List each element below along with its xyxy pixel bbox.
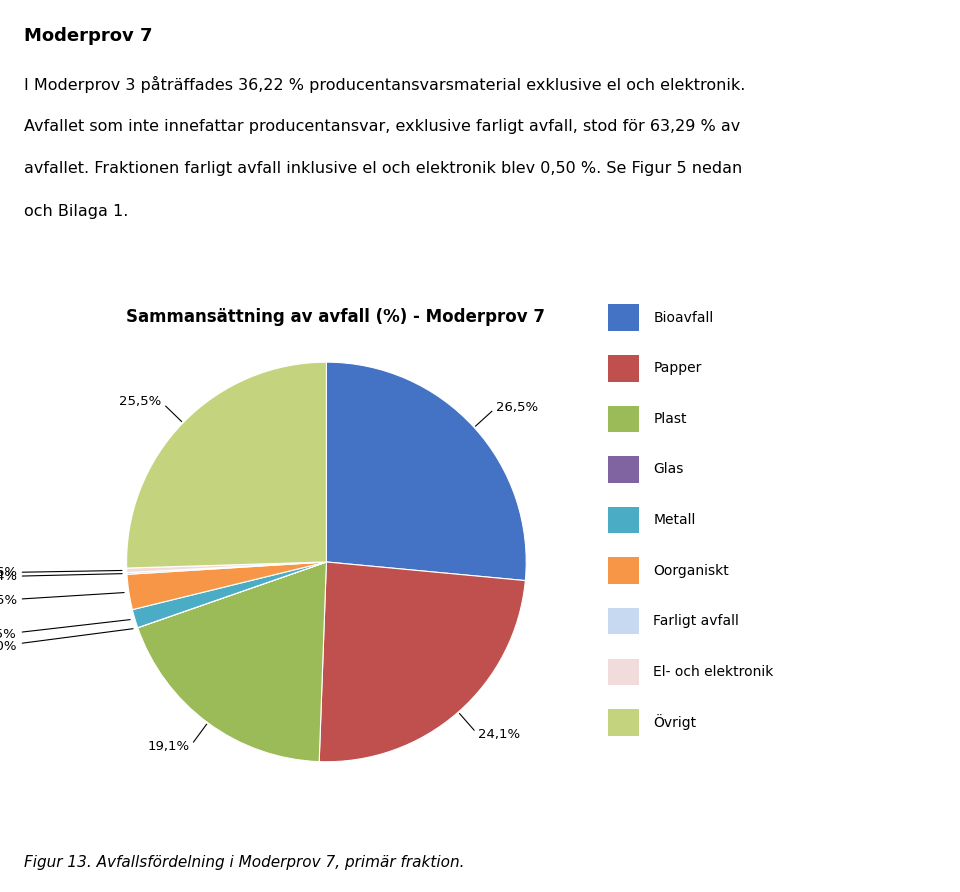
Wedge shape (319, 562, 525, 762)
Wedge shape (137, 562, 326, 628)
Text: Figur 13. Avfallsfördelning i Moderprov 7, primär fraktion.: Figur 13. Avfallsfördelning i Moderprov … (24, 855, 465, 870)
Text: Glas: Glas (653, 462, 684, 476)
FancyBboxPatch shape (609, 355, 639, 382)
Text: Moderprov 7: Moderprov 7 (24, 27, 153, 45)
Text: och Bilaga 1.: och Bilaga 1. (24, 204, 129, 219)
Text: El- och elektronik: El- och elektronik (653, 665, 774, 679)
Text: 24,1%: 24,1% (478, 728, 520, 741)
Text: Papper: Papper (653, 361, 702, 376)
Text: 19,1%: 19,1% (148, 740, 190, 754)
Text: 0,36%: 0,36% (0, 566, 122, 579)
Text: 0,0%: 0,0% (0, 629, 133, 653)
Text: Bioavfall: Bioavfall (653, 310, 713, 325)
Text: Sammansättning av avfall (%) - Moderprov 7: Sammansättning av avfall (%) - Moderprov… (127, 308, 545, 326)
FancyBboxPatch shape (609, 558, 639, 584)
Text: Avfallet som inte innefattar producentansvar, exklusive farligt avfall, stod för: Avfallet som inte innefattar producentan… (24, 119, 740, 134)
FancyBboxPatch shape (609, 608, 639, 634)
Text: Farligt avfall: Farligt avfall (653, 615, 739, 628)
Wedge shape (326, 362, 526, 581)
FancyBboxPatch shape (609, 709, 639, 736)
Text: Metall: Metall (653, 513, 696, 527)
Wedge shape (127, 562, 326, 609)
Text: Plast: Plast (653, 412, 686, 425)
Wedge shape (127, 562, 326, 573)
Text: 0,14%: 0,14% (0, 570, 122, 583)
FancyBboxPatch shape (609, 507, 639, 533)
Text: 2,85%: 2,85% (0, 592, 124, 607)
Text: 25,5%: 25,5% (119, 395, 161, 409)
Wedge shape (132, 562, 326, 628)
Text: avfallet. Fraktionen farligt avfall inklusive el och elektronik blev 0,50 %. Se : avfallet. Fraktionen farligt avfall inkl… (24, 161, 742, 177)
Wedge shape (127, 562, 326, 574)
Wedge shape (127, 362, 326, 568)
FancyBboxPatch shape (609, 406, 639, 432)
Text: 26,5%: 26,5% (496, 401, 539, 414)
FancyBboxPatch shape (609, 304, 639, 331)
FancyBboxPatch shape (609, 456, 639, 483)
Text: Övrigt: Övrigt (653, 714, 696, 731)
FancyBboxPatch shape (609, 658, 639, 685)
Text: I Moderprov 3 påträffades 36,22 % producentansvarsmaterial exklusive el och elek: I Moderprov 3 påträffades 36,22 % produc… (24, 76, 745, 93)
Text: Oorganiskt: Oorganiskt (653, 564, 729, 578)
Wedge shape (137, 562, 326, 762)
Text: 1,5%: 1,5% (0, 620, 131, 641)
